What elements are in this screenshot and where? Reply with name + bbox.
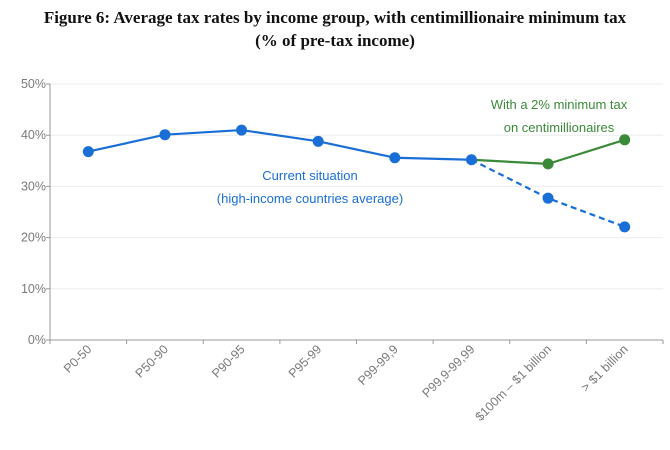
y-axis-ticks: 0% 10% 20% 30% 40% 50% (21, 77, 50, 347)
data-point (619, 221, 631, 233)
gridlines (50, 83, 663, 290)
data-point (619, 134, 631, 146)
data-point (82, 146, 94, 158)
annotation-label: With a 2% minimum tax (491, 97, 628, 112)
chart-subtitle: (% of pre-tax income) (255, 31, 415, 50)
annotations: Current situation (high-income countries … (217, 97, 628, 206)
annotation-label: Current situation (262, 168, 357, 183)
data-point (236, 124, 248, 136)
y-tick-label: 10% (21, 282, 46, 296)
y-tick-label: 40% (21, 128, 46, 142)
x-axis-ticks: P0-50 P50-90 P90-95 P95-99 P99-99,9 P99,9-99,… (49, 340, 664, 424)
x-tick-label: P95-99 (286, 342, 324, 380)
data-point (159, 129, 171, 141)
x-tick-label: P50-90 (133, 342, 171, 380)
annotation-label: (high-income countries average) (217, 191, 403, 206)
x-tick-label: > $1 billion (578, 342, 630, 394)
x-tick-label: P0-50 (61, 342, 95, 376)
y-tick-label: 0% (28, 333, 46, 347)
data-point (389, 152, 401, 164)
x-tick-label: P99-99,9 (355, 342, 401, 388)
x-tick-label: $100m – $1 billion (473, 342, 555, 424)
y-tick-label: 20% (21, 231, 46, 245)
data-point (542, 192, 554, 204)
data-point (465, 154, 477, 166)
chart-title: Figure 6: Average tax rates by income gr… (0, 6, 670, 52)
x-tick-label: P99,9-99,99 (419, 342, 477, 400)
annotation-label: on centimillionaires (504, 120, 615, 135)
data-point (542, 158, 554, 170)
y-tick-label: 50% (21, 77, 46, 91)
y-tick-label: 30% (21, 179, 46, 193)
series-points (82, 124, 631, 233)
x-tick-label: P90-95 (209, 342, 247, 380)
series-line-0 (88, 128, 472, 161)
data-point (312, 135, 324, 147)
chart-title-line: Figure 6: Average tax rates by income gr… (43, 8, 627, 27)
